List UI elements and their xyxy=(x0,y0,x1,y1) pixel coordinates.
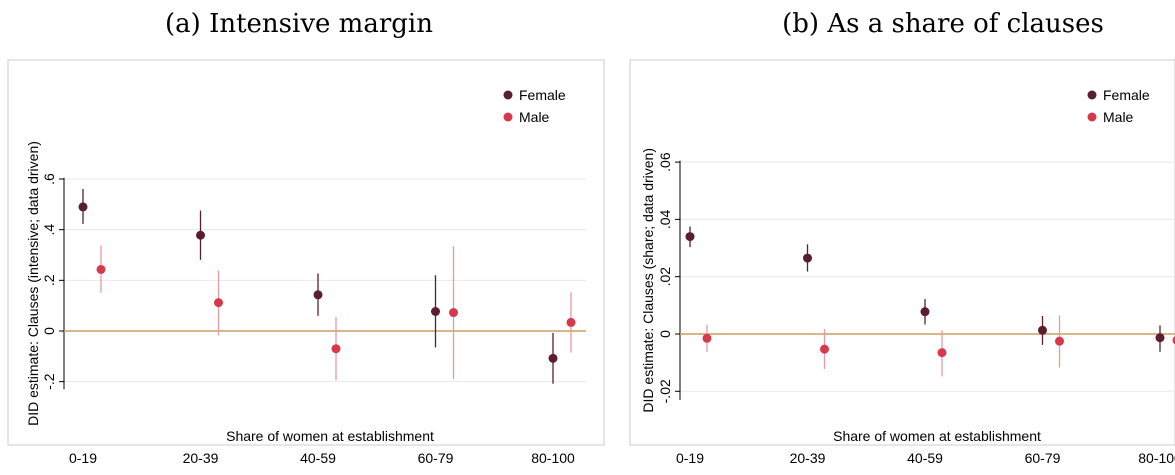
panel-b-ytick-label: .04 xyxy=(657,209,673,229)
panel-b-legend-male-marker xyxy=(1088,113,1097,122)
panel-b-category-label: 40-59 xyxy=(907,450,943,466)
panel-a-male-point xyxy=(567,318,576,327)
panel-b-category-label: 20-39 xyxy=(790,450,826,466)
panel-a-category-label: 60-79 xyxy=(418,450,454,466)
panel-b-male-point xyxy=(703,334,712,343)
panel-a-category-label: 20-39 xyxy=(183,450,219,466)
panel-b-ytick-label: .06 xyxy=(657,152,673,172)
panel-a-category-label: 80-100 xyxy=(531,450,575,466)
panel-a-ytick-label: .6 xyxy=(41,173,57,185)
panel-a-ytick-label: 0 xyxy=(41,327,57,335)
panel-b-ytick-label: 0 xyxy=(657,330,673,338)
panel-a-female-point xyxy=(79,202,88,211)
panel-a-category-label: 0-19 xyxy=(69,450,97,466)
panel-b-female-point xyxy=(1038,326,1047,335)
panel-b-female-point xyxy=(921,307,930,316)
panel-a-male-point xyxy=(332,344,341,353)
panel-b-male-point xyxy=(1055,337,1064,346)
panel-b-male-point xyxy=(938,348,947,357)
panel-b-ytick-label: -.02 xyxy=(657,379,673,403)
panel-b-legend-male-label: Male xyxy=(1103,109,1134,125)
panel-a-legend-male-label: Male xyxy=(519,109,550,125)
panel-b-ytick-label: .02 xyxy=(657,267,673,287)
panel-a-female-point xyxy=(314,290,323,299)
panel-a-female-point xyxy=(549,354,558,363)
panel-b-female-point xyxy=(1156,333,1165,342)
panel-a-female-point xyxy=(196,231,205,240)
panel-a-legend-female-label: Female xyxy=(519,87,566,103)
panel-b-female-point xyxy=(686,232,695,241)
panel-b-category-label: 80-100 xyxy=(1138,450,1175,466)
panel-a-y-axis-label: DID estimate: Clauses (intensive; data d… xyxy=(25,141,41,426)
panel-a-category-label: 40-59 xyxy=(300,450,336,466)
panel-b-title: (b) As a share of clauses xyxy=(782,9,1104,39)
panel-b-category-label: 0-19 xyxy=(676,450,704,466)
panel-b-female-point xyxy=(803,254,812,263)
panel-a-ytick-label: .4 xyxy=(41,224,57,236)
panel-a-title: (a) Intensive margin xyxy=(165,9,433,39)
panel-a-legend-female-marker xyxy=(504,91,513,100)
panel-b-y-axis-label: DID estimate: Clauses (share; data drive… xyxy=(640,148,656,413)
panel-b-male-point xyxy=(820,345,829,354)
panel-a-male-point xyxy=(97,265,106,274)
panel-b-legend-female-marker xyxy=(1088,91,1097,100)
panel-a-legend-male-marker xyxy=(504,113,513,122)
panel-b-legend-female-label: Female xyxy=(1103,87,1150,103)
panel-a-ytick-label: .2 xyxy=(41,274,57,286)
panel-a-frame xyxy=(8,60,604,445)
panel-a-x-axis-label: Share of women at establishment xyxy=(226,428,434,444)
panel-a-male-point xyxy=(449,308,458,317)
panel-b-category-label: 60-79 xyxy=(1025,450,1061,466)
panel-a-female-point xyxy=(431,307,440,316)
panel-a-male-point xyxy=(214,298,223,307)
panel-a-ytick-label: -.2 xyxy=(41,373,57,390)
panel-b-x-axis-label: Share of women at establishment xyxy=(833,428,1041,444)
